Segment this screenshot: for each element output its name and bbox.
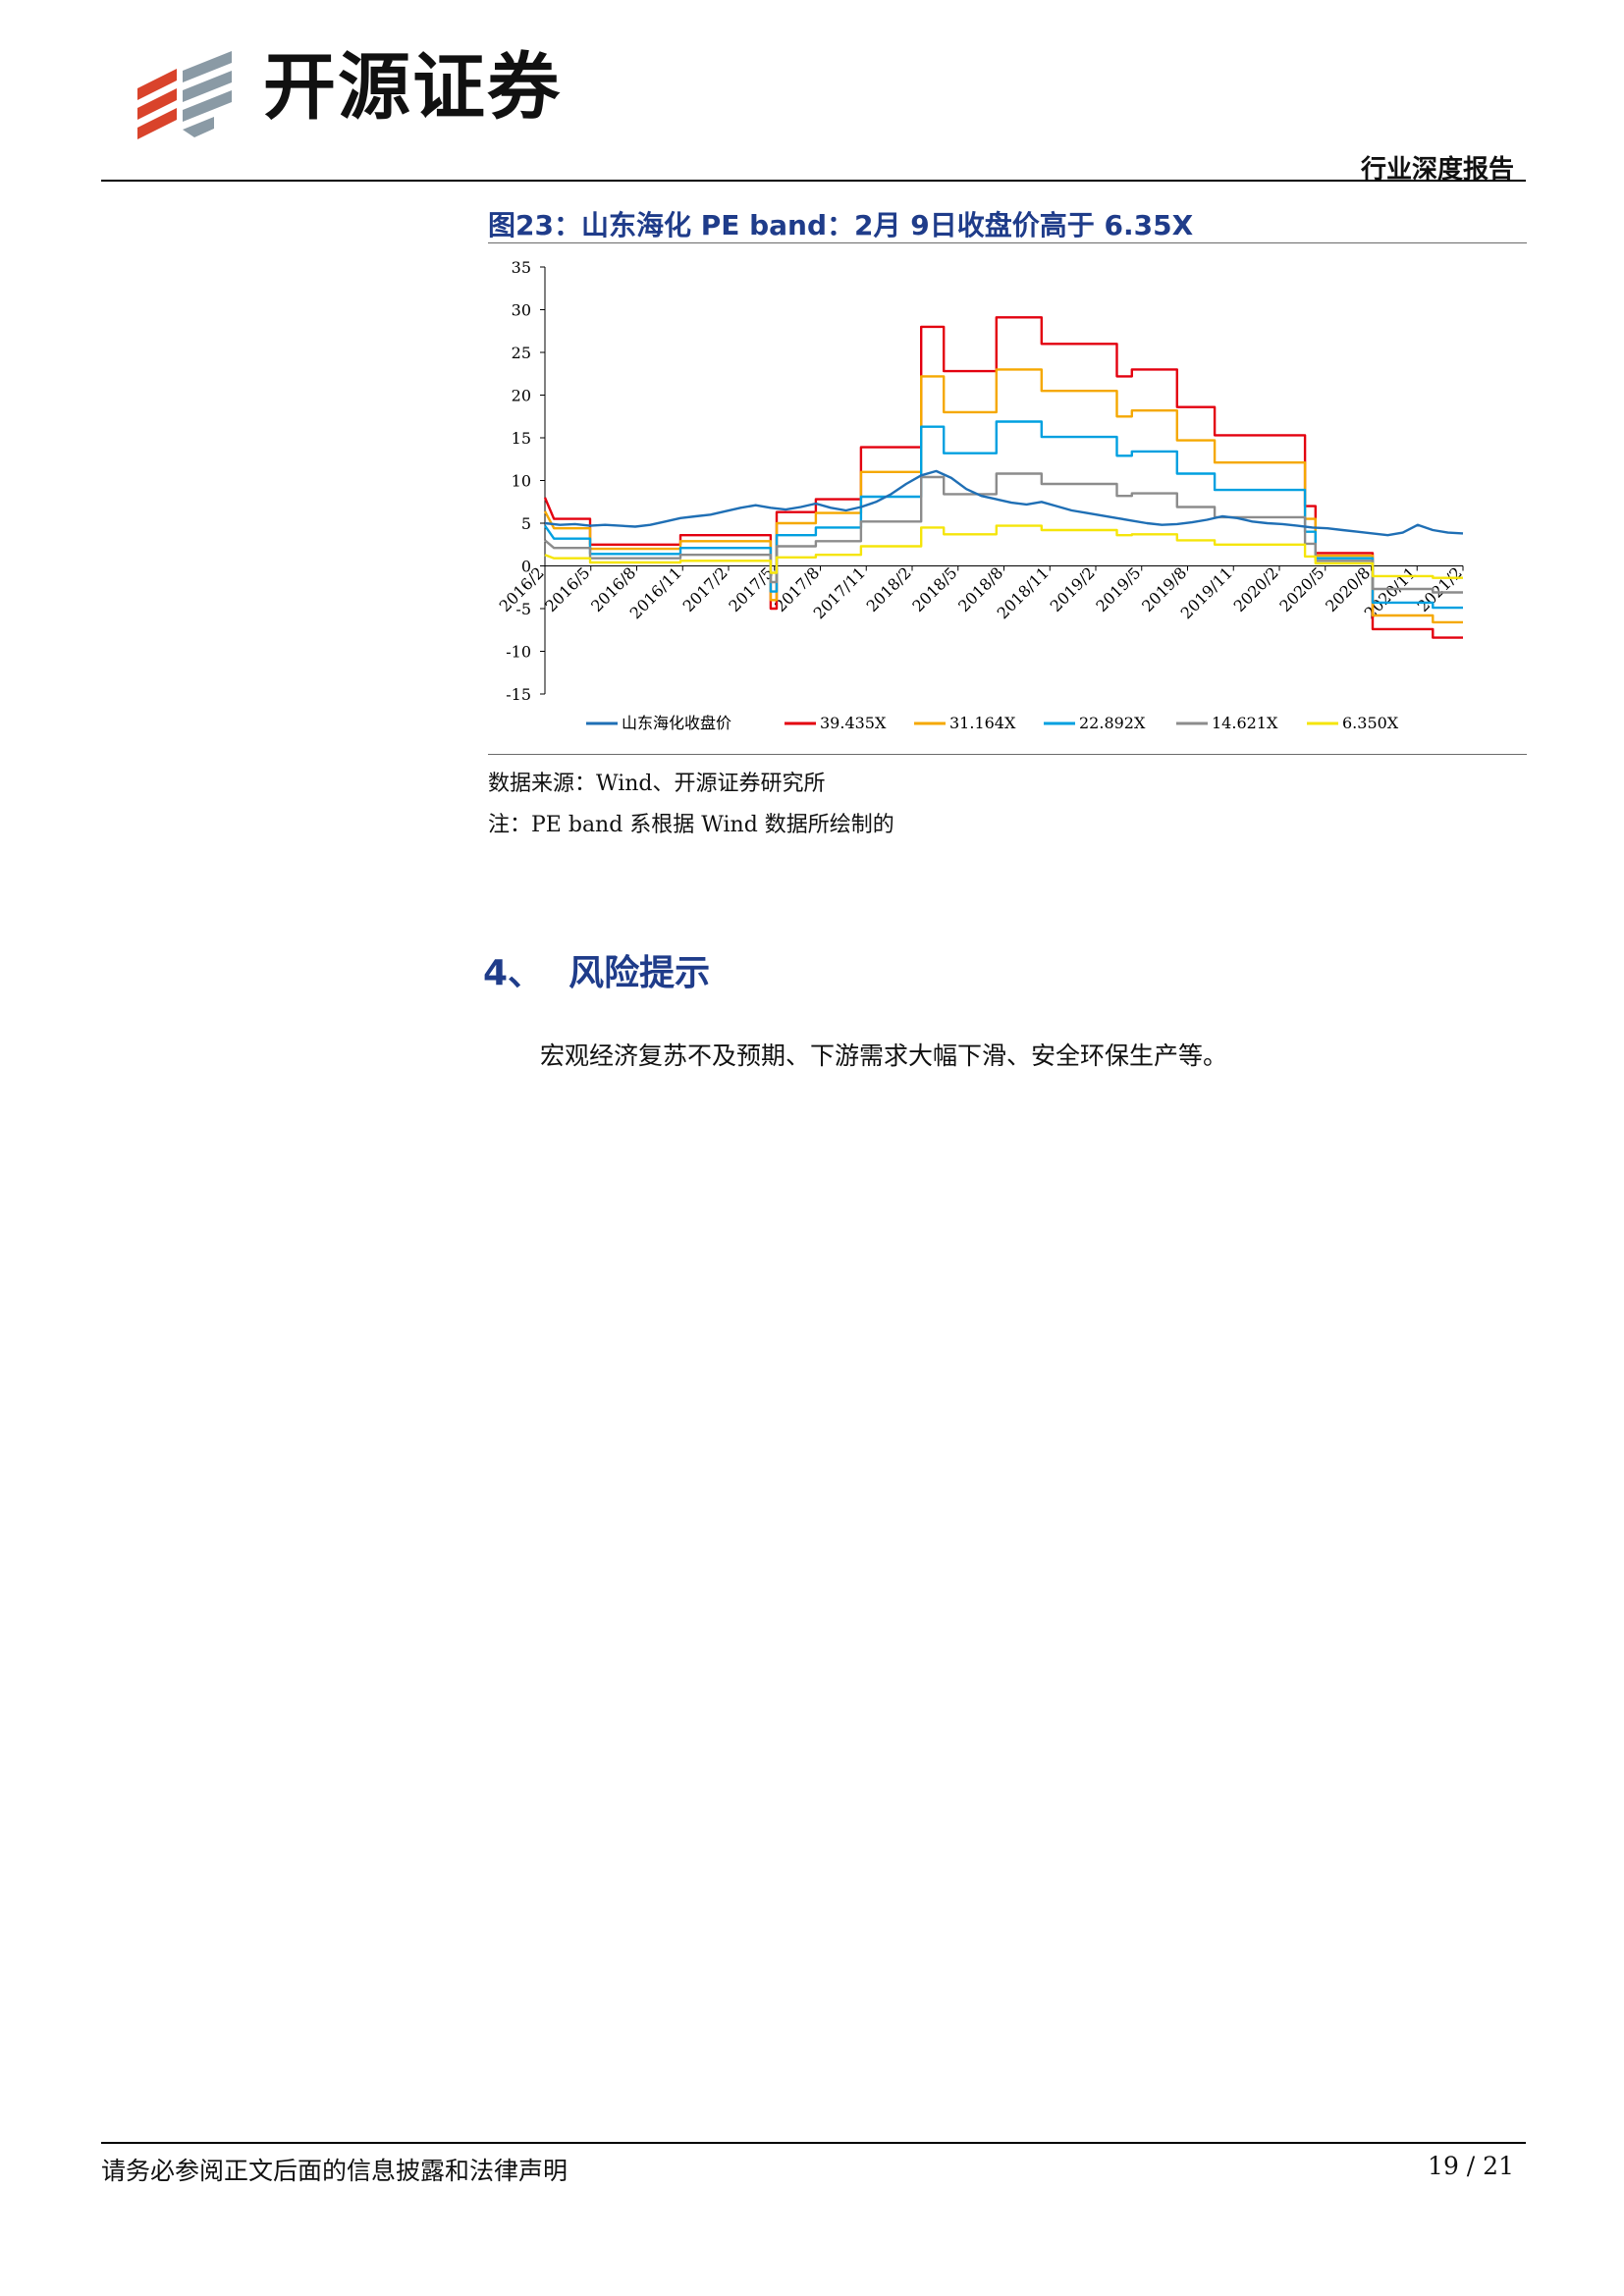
x-tick-label: 2019/2 (1047, 563, 1099, 615)
y-tick-label: 15 (512, 429, 531, 448)
x-tick-label: 2017/2 (679, 563, 731, 615)
y-tick-label: 5 (521, 514, 531, 533)
brand-name: 开源证券 (263, 45, 562, 130)
y-tick-label: -5 (515, 600, 531, 618)
series-line (544, 469, 1464, 537)
y-tick-label: 20 (512, 387, 531, 405)
y-tick-label: 30 (512, 301, 531, 320)
footer-divider (101, 2142, 1526, 2144)
legend-label: 22.892X (1079, 714, 1146, 732)
series-line (544, 524, 1463, 579)
x-tick-label: 2020/5 (1275, 563, 1327, 615)
x-tick-label: 2017/5 (725, 563, 777, 615)
header-divider (101, 180, 1526, 182)
figure-note: 注：PE band 系根据 Wind 数据所绘制的 (488, 813, 894, 837)
x-tick-label: 2018/2 (863, 563, 915, 615)
company-logo (137, 51, 232, 139)
legend-label: 14.621X (1212, 714, 1278, 732)
section-body: 宏观经济复苏不及预期、下游需求大幅下滑、安全环保生产等。 (540, 1041, 1228, 1070)
section-heading: 4、 风险提示 (483, 944, 710, 995)
section-title: 风险提示 (568, 953, 711, 993)
series-line (544, 420, 1463, 610)
y-tick-label: 10 (512, 472, 531, 491)
footer-disclaimer: 请务必参阅正文后面的信息披露和法律声明 (101, 2157, 568, 2185)
figure-top-rule (488, 242, 1527, 243)
pe-band-chart: -15-10-5051015202530352016/22016/52016/8… (496, 258, 1466, 732)
legend-label: 6.350X (1342, 714, 1399, 732)
x-tick-label: 2020/2 (1230, 563, 1282, 615)
figure-source: 数据来源：Wind、开源证券研究所 (488, 772, 826, 796)
y-tick-label: 25 (512, 344, 531, 362)
y-tick-label: -10 (506, 643, 531, 662)
x-tick-label: 2019/5 (1092, 563, 1144, 615)
page-number: 19 / 21 (1428, 2152, 1514, 2180)
y-tick-label: 0 (521, 558, 531, 576)
figure-title: 图23：山东海化 PE band：2月 9日收盘价高于 6.35X (488, 209, 1194, 241)
series-line (543, 368, 1463, 624)
y-tick-label: 35 (512, 258, 531, 277)
legend-label: 31.164X (949, 714, 1016, 732)
section-number: 4、 (483, 953, 544, 993)
legend-label: 39.435X (820, 714, 887, 732)
x-tick-label: 2016/5 (541, 563, 593, 615)
figure-bottom-rule (488, 754, 1527, 755)
y-tick-label: -15 (506, 685, 531, 704)
legend-label: 山东海化收盘价 (622, 714, 731, 732)
x-tick-label: 2018/5 (908, 563, 960, 615)
series-line (543, 316, 1463, 639)
